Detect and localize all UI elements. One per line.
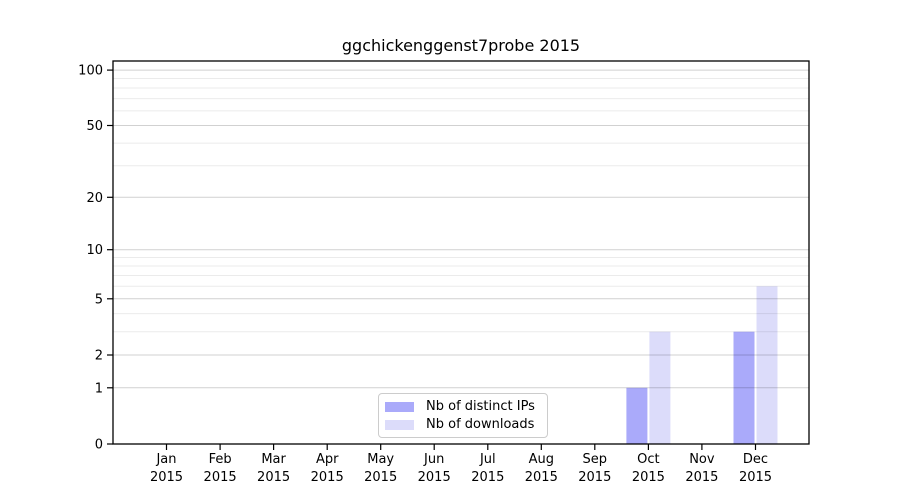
bar-nb-of-downloads [756, 286, 778, 444]
x-tick-label-month: Aug [529, 452, 554, 467]
x-tick-label-month: Jan [155, 452, 176, 467]
x-tick-label-year: 2015 [364, 470, 397, 485]
y-tick-label: 1 [95, 381, 103, 396]
y-tick-label: 2 [95, 349, 103, 364]
x-tick-label-year: 2015 [418, 470, 451, 485]
legend-item: Nb of distinct IPs [385, 399, 539, 415]
legend-swatch [385, 402, 414, 412]
x-tick-label-month: Nov [689, 452, 715, 467]
x-tick-label-year: 2015 [739, 470, 772, 485]
y-tick-label: 10 [86, 243, 103, 258]
y-tick-label: 50 [86, 119, 103, 134]
chart-title: ggchickenggenst7probe 2015 [341, 36, 581, 55]
legend-swatch [385, 420, 414, 430]
x-tick-label-year: 2015 [632, 470, 665, 485]
y-tick-label: 5 [95, 292, 103, 307]
x-tick-label-year: 2015 [525, 470, 558, 485]
x-tick-label-year: 2015 [311, 470, 344, 485]
x-tick-label-year: 2015 [578, 470, 611, 485]
x-tick-label-year: 2015 [204, 470, 237, 485]
x-tick-label-month: May [367, 452, 394, 467]
legend-item: Nb of downloads [385, 417, 539, 433]
legend: Nb of distinct IPs Nb of downloads [378, 393, 548, 438]
x-tick-label-month: Feb [209, 452, 232, 467]
x-tick-label-month: Dec [743, 452, 768, 467]
bar-nb-of-distinct-ips [626, 387, 648, 444]
bar-nb-of-distinct-ips [733, 331, 755, 444]
x-tick-label-year: 2015 [257, 470, 290, 485]
x-tick-label-month: Jul [479, 452, 496, 467]
x-tick-label-year: 2015 [150, 470, 183, 485]
x-tick-label-year: 2015 [685, 470, 718, 485]
y-tick-label: 0 [95, 438, 103, 453]
x-tick-label-month: Oct [637, 452, 659, 467]
x-tick-label-month: Jun [423, 452, 444, 467]
legend-label: Nb of distinct IPs [426, 399, 535, 414]
x-tick-label-year: 2015 [471, 470, 504, 485]
x-tick-label-month: Sep [583, 452, 608, 467]
bar-nb-of-downloads [649, 331, 671, 444]
y-tick-label: 100 [78, 64, 103, 79]
legend-label: Nb of downloads [426, 417, 535, 432]
x-tick-label-month: Mar [261, 452, 286, 467]
x-tick-label-month: Apr [316, 452, 339, 467]
axes-frame [112, 60, 810, 445]
y-tick-label: 20 [86, 191, 103, 206]
